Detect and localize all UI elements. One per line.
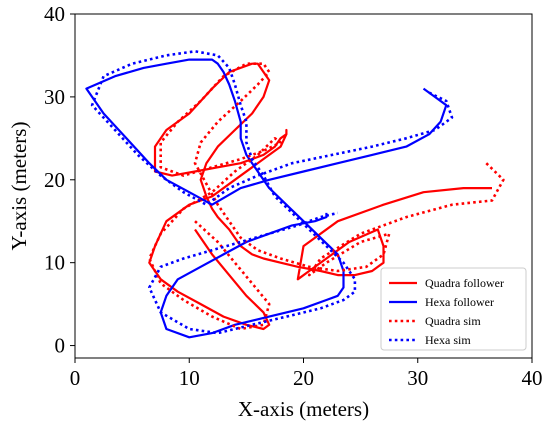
- series-line-hexa-sim: [90, 49, 454, 335]
- x-axis-title: X-axis (meters): [238, 397, 369, 421]
- legend-label: Hexa follower: [425, 295, 494, 309]
- legend-label: Hexa sim: [425, 333, 471, 347]
- legend-label: Quadra follower: [425, 276, 504, 290]
- y-tick-label: 10: [44, 251, 65, 275]
- y-tick-label: 0: [55, 334, 66, 358]
- y-axis-title: Y-axis (meters): [7, 122, 31, 251]
- legend-box: [380, 267, 527, 351]
- y-tick-label: 20: [44, 168, 65, 192]
- legend-label: Quadra sim: [425, 314, 481, 328]
- y-tick-label: 30: [44, 85, 65, 109]
- legend: Quadra follower Hexa follower Quadra sim He…: [380, 267, 527, 351]
- x-tick-label: 0: [70, 366, 81, 390]
- x-tick-label: 20: [293, 366, 314, 390]
- x-tick-label: 30: [407, 366, 428, 390]
- x-tick-label: 40: [522, 366, 543, 390]
- x-tick-label: 10: [179, 366, 200, 390]
- series-line-quadra-sim: [148, 62, 505, 331]
- axis-ticks: 0 10 20 30 40 0 10 20 30 40: [44, 2, 543, 390]
- series-layer: [85, 49, 505, 339]
- series-line-hexa-follower: [85, 58, 448, 339]
- y-tick-label: 40: [44, 2, 65, 26]
